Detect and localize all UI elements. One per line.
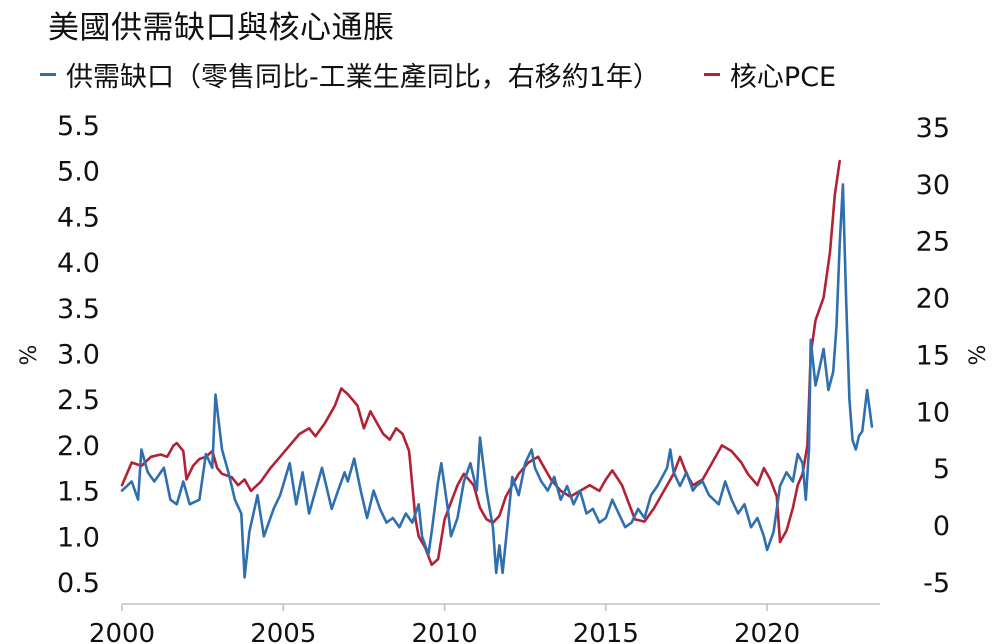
y-right-tick-label: 35 [916,113,950,144]
legend: 供需缺口（零售同比-工業生產同比，右移約1年） 核心PCE [40,55,837,94]
y-left-tick-label: 2.5 [57,385,100,416]
x-tick-label: 2005 [250,619,316,644]
y-left-tick-label: 4.5 [57,202,100,233]
y-right-tick-label: 0 [933,511,950,542]
y-right-tick-label: 5 [933,454,950,485]
y-left-tick-label: 0.5 [57,568,100,599]
legend-label-core-pce: 核心PCE [729,61,837,93]
y-left-tick-label: 3.0 [57,340,100,371]
y-right-axis-title: % [966,345,991,366]
y-left-tick-label: 5.5 [57,111,100,142]
y-right-tick-label: 15 [916,340,950,371]
legend-item-core-pce: 核心PCE [703,55,837,94]
y-left-tick-label: 2.0 [57,431,100,462]
chart-title: 美國供需缺口與核心通脹 [48,10,395,46]
y-left-tick-label: 4.0 [57,248,100,279]
legend-label-supply-demand-gap: 供需缺口（零售同比-工業生產同比，右移約1年） [66,61,660,93]
x-tick-label: 2010 [411,619,477,644]
x-tick-label: 2020 [734,619,800,644]
y-left-tick-label: 5.0 [57,157,100,188]
y-left-tick-label: 1.5 [57,477,100,508]
series-line-core-pce [120,159,841,567]
legend-swatch-red [703,72,720,76]
x-tick-label: 2015 [573,619,639,644]
y-right-tick-label: 20 [916,284,950,315]
legend-swatch-blue [40,72,56,76]
y-right-tick-label: -5 [923,568,950,599]
y-left-axis-title: % [17,345,42,366]
x-tick-label: 2000 [89,619,155,644]
series-line-supply-demand-gap [120,183,874,579]
y-left-tick-label: 3.5 [57,294,100,325]
y-right-tick-label: 25 [916,227,950,258]
y-right-tick-label: 10 [916,397,950,428]
y-right-tick-label: 30 [916,170,950,201]
y-left-tick-label: 1.0 [57,522,100,553]
legend-item-supply-demand-gap: 供需缺口（零售同比-工業生產同比，右移約1年） [40,55,660,94]
